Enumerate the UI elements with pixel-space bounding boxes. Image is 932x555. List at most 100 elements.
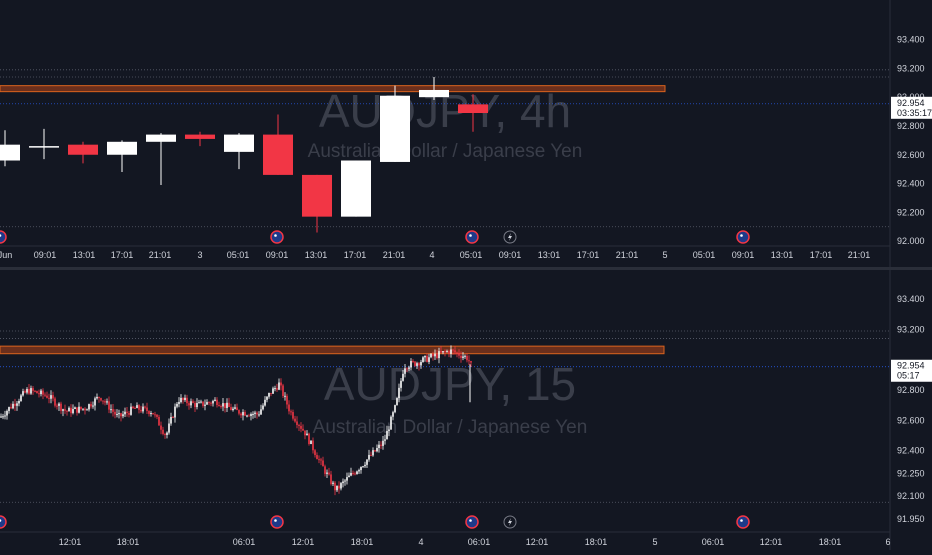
15m-candle-body: [76, 407, 78, 413]
15m-y-tick-label: 92.250: [897, 468, 925, 478]
15m-candle-body: [74, 407, 76, 409]
15m-candle-body: [418, 363, 420, 366]
15m-candle-body: [462, 356, 464, 358]
15m-candle-body: [466, 355, 468, 361]
15m-candle-body: [430, 353, 432, 358]
15m-candle-body: [450, 349, 452, 354]
15m-candle-body: [172, 417, 174, 419]
4h-candle-body: [458, 104, 488, 114]
15m-resistance-zone[interactable]: [0, 345, 665, 355]
15m-candle-body: [204, 404, 206, 406]
15m-candle-body: [150, 413, 152, 415]
15m-candle-body: [332, 482, 334, 484]
15m-x-tick-label: 18:01: [585, 537, 608, 547]
economic-event-flag-icon[interactable]: [465, 230, 479, 244]
15m-candle-body: [322, 460, 324, 467]
15m-candle-body: [266, 396, 268, 400]
15m-y-tick-label: 92.100: [897, 491, 925, 501]
15m-candle-body: [32, 388, 34, 391]
economic-event-flag-icon[interactable]: [270, 230, 284, 244]
pane-divider[interactable]: [0, 267, 932, 270]
chart-pane-4h[interactable]: AUDJPY, 4h Australian Dollar / Japanese …: [0, 0, 932, 268]
15m-candle-body: [348, 475, 350, 478]
15m-candle-body: [304, 430, 306, 436]
15m-candle-body: [104, 401, 106, 403]
15m-candle-body: [382, 440, 384, 446]
4h-x-tick-label: 21:01: [383, 250, 406, 260]
15m-candle-body: [82, 408, 84, 410]
15m-candle-body: [160, 425, 162, 430]
15m-candle-body: [198, 402, 200, 404]
15m-candle-body: [200, 401, 202, 403]
15m-candle-body: [8, 407, 10, 411]
15m-candle-body: [294, 418, 296, 422]
15m-candle-body: [112, 409, 114, 412]
4h-x-tick-label: 17:01: [810, 250, 833, 260]
15m-candle-body: [164, 433, 166, 435]
15m-candle-body: [194, 402, 196, 408]
4h-x-tick-label: 5: [662, 250, 667, 260]
15m-candle-body: [410, 361, 412, 368]
15m-candle-body: [240, 413, 242, 416]
15m-candle-body: [392, 412, 394, 417]
15m-candle-body: [156, 414, 158, 417]
15m-candle-body: [288, 404, 290, 412]
15m-candle-body: [178, 402, 180, 404]
15m-candle-body: [106, 401, 108, 403]
economic-event-flag-icon[interactable]: [270, 515, 284, 529]
15m-candle-body: [20, 395, 22, 401]
4h-candle-body: [263, 134, 293, 175]
economic-event-flag-icon[interactable]: [736, 515, 750, 529]
15m-candle-body: [272, 388, 274, 394]
15m-candle-body: [220, 406, 222, 408]
15m-candle-body: [464, 355, 466, 357]
4h-y-tick-label: 92.800: [897, 121, 925, 131]
15m-candle-body: [284, 395, 286, 397]
15m-candle-body: [280, 382, 282, 386]
15m-candle-body: [128, 412, 130, 415]
15m-candle-body: [134, 408, 136, 410]
15m-candle-body: [330, 474, 332, 484]
4h-x-tick-label: 17:01: [344, 250, 367, 260]
15m-candle-body: [182, 397, 184, 401]
15m-candle-body: [86, 409, 88, 411]
15m-candle-body: [98, 396, 100, 399]
15m-candle-body: [362, 466, 364, 468]
15m-candle-body: [122, 414, 124, 417]
4h-last-price-tag: [891, 96, 932, 119]
15m-candle-body: [440, 351, 442, 353]
4h-x-tick-label: 13:01: [538, 250, 561, 260]
15m-y-tick-label: 92.600: [897, 415, 925, 425]
15m-candle-body: [352, 472, 354, 474]
15m-candle-body: [88, 404, 90, 410]
15m-candle-body: [110, 409, 112, 411]
4h-x-tick-label: 09:01: [34, 250, 57, 260]
15m-candle-body: [4, 415, 6, 417]
15m-candle-body: [422, 357, 424, 363]
economic-event-flag-icon[interactable]: [736, 230, 750, 244]
chart-15m-svg[interactable]: AUDJPY, 15 Australian Dollar / Japanese …: [0, 270, 932, 550]
4h-candle-body: [224, 134, 254, 152]
15m-candle-body: [426, 355, 428, 362]
economic-event-flag-icon[interactable]: [0, 230, 7, 244]
4h-candle-body: [419, 89, 449, 98]
15m-candle-body: [80, 406, 82, 409]
15m-candle-body: [374, 450, 376, 452]
chart-4h-svg[interactable]: AUDJPY, 4h Australian Dollar / Japanese …: [0, 0, 932, 268]
economic-event-flag-icon[interactable]: [465, 515, 479, 529]
15m-candle-body: [60, 403, 62, 411]
15m-candle-body: [140, 409, 142, 412]
instrument-watermark-15m: Australian Dollar / Japanese Yen: [313, 417, 588, 438]
chart-15m-background: [0, 270, 932, 550]
15m-candle-body: [152, 413, 154, 415]
dividend-lightning-icon[interactable]: [503, 230, 517, 244]
15m-candle-body: [356, 471, 358, 475]
4h-resistance-zone[interactable]: [0, 85, 666, 93]
15m-candle-body: [256, 412, 258, 415]
15m-candle-body: [38, 393, 40, 395]
economic-event-flag-icon[interactable]: [0, 515, 7, 529]
dividend-lightning-icon[interactable]: [503, 515, 517, 529]
chart-pane-15m[interactable]: AUDJPY, 15 Australian Dollar / Japanese …: [0, 270, 932, 550]
15m-candle-body: [124, 411, 126, 415]
15m-candle-body: [396, 398, 398, 406]
